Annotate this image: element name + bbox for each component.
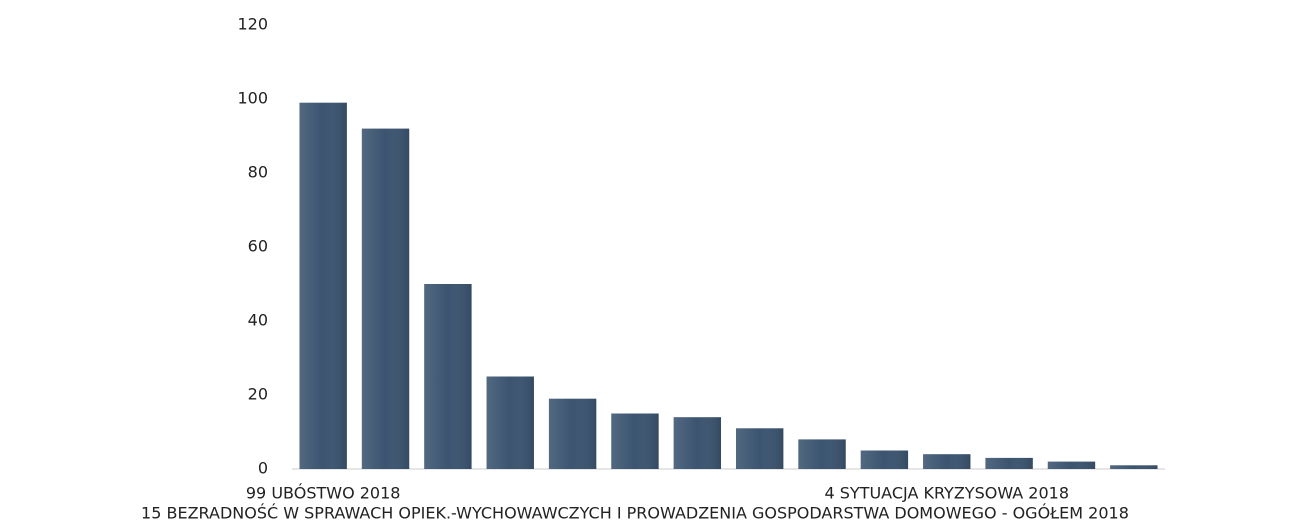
y-tick-label: 20 <box>248 385 268 404</box>
y-tick-label: 40 <box>248 311 268 330</box>
bar-shade <box>486 376 534 469</box>
y-tick-label: 0 <box>258 459 268 478</box>
bar-shade <box>923 454 971 469</box>
x-tick-label: 4 SYTUACJA KRYZYSOWA 2018 <box>824 484 1069 503</box>
bar-shade <box>735 428 784 469</box>
bar-shade <box>424 284 472 469</box>
x-tick-label: 15 BEZRADNOŚĆ W SPRAWACH OPIEK.-WYCHOWAW… <box>141 504 1129 523</box>
y-tick-label: 60 <box>248 237 268 256</box>
y-tick-label: 120 <box>237 15 268 34</box>
bar-shade <box>1110 465 1158 469</box>
bar-shade <box>798 439 846 469</box>
x-tick-label: 99 UBÓSTWO 2018 <box>246 484 401 503</box>
bar-shade <box>299 102 347 469</box>
bar-shade <box>548 398 597 469</box>
y-tick-label: 100 <box>237 89 268 108</box>
bar-shade <box>985 457 1033 469</box>
bar-shade <box>860 450 909 469</box>
bar-shade <box>1047 461 1096 469</box>
y-tick-label: 80 <box>248 163 268 182</box>
bar-shade <box>611 413 659 469</box>
bar-shade <box>673 417 722 469</box>
bar-shade <box>361 128 410 469</box>
